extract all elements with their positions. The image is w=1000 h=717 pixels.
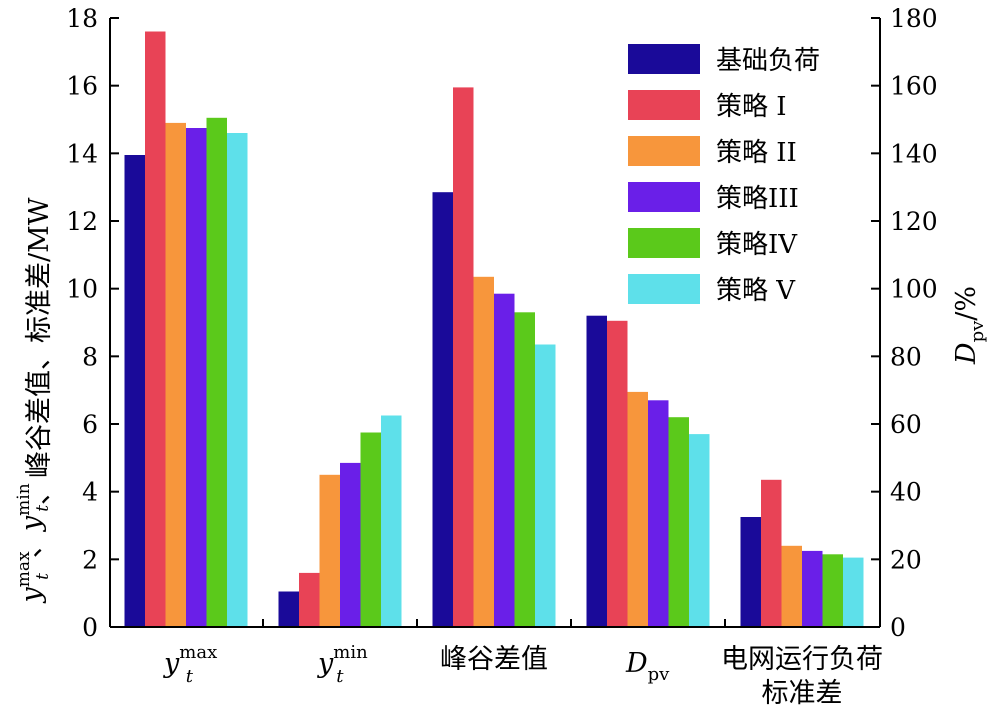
ticks-group: 0 0 2 20 4 40 6 60 8 80 10 100 12 120 14 140 16 160 18 180: [66, 4, 938, 642]
left-tick-label-9: 18: [66, 4, 98, 33]
right-tick-label-1: 20: [890, 545, 922, 574]
bars-group: [124, 31, 864, 628]
left-label-sup-1: max: [14, 551, 34, 587]
left-tick-label-3: 6: [82, 410, 98, 439]
left-tick-label-8: 16: [66, 72, 98, 101]
left-tick-label-5: 10: [66, 275, 98, 304]
right-label-sub: pv: [967, 320, 988, 343]
category-label-base: y: [317, 648, 334, 679]
right-label-main: D: [951, 342, 982, 365]
right-label-suffix: /%: [951, 286, 982, 321]
bar-3-1: [165, 122, 186, 628]
bar-4-2: [340, 462, 361, 627]
right-tick-label-4: 80: [890, 342, 922, 371]
category-label-sup: max: [179, 642, 217, 663]
legend-label-3: 策略 II: [716, 138, 797, 168]
category-label-2: ymin t: [317, 642, 368, 687]
left-tick-label-2: 4: [82, 478, 98, 507]
bar-3-3: [473, 276, 494, 627]
right-tick-label-0: 0: [890, 613, 906, 642]
bar-5-4: [668, 417, 689, 627]
bar-3-5: [781, 545, 802, 627]
bar-6-1: [227, 133, 248, 627]
left-label-base-1: y: [16, 587, 47, 604]
bar-1-2: [278, 591, 299, 627]
bar-1-1: [124, 155, 145, 627]
right-tick-label-2: 40: [890, 478, 922, 507]
category-label-5-line1: 电网运行负荷: [721, 644, 883, 675]
left-label-sub-2: t: [33, 505, 53, 512]
category-label-sub: t: [186, 666, 194, 687]
category-label-sup: min: [333, 642, 368, 663]
left-label-sup-2: min: [14, 483, 34, 516]
bar-6-4: [689, 434, 710, 627]
bar-2-4: [607, 320, 628, 627]
right-tick-label-5: 100: [890, 275, 938, 304]
legend-label-2: 策略 I: [716, 92, 787, 122]
left-axis-label: ymaxt、ymint、峰谷差值、标准差/MW: [14, 197, 55, 603]
bar-3-2: [319, 474, 340, 628]
bar-1-4: [586, 315, 607, 627]
bar-2-2: [299, 572, 320, 627]
bar-5-3: [514, 312, 535, 627]
left-tick-label-0: 0: [82, 613, 98, 642]
legend-label-6: 策略 V: [716, 276, 796, 306]
bar-1-5: [740, 517, 761, 627]
left-tick-label-1: 2: [82, 545, 98, 574]
bar-2-3: [453, 87, 474, 627]
legend-label-4: 策略III: [716, 184, 799, 214]
bar-6-2: [381, 415, 402, 627]
left-tick-label-4: 8: [82, 342, 98, 371]
legend-swatch-2: [628, 90, 700, 120]
category-label-1: ymax t: [163, 642, 217, 687]
bar-5-2: [360, 432, 381, 627]
right-tick-label-7: 140: [890, 139, 938, 168]
legend-label-1: 基础负荷: [716, 46, 820, 76]
left-tick-label-7: 14: [66, 139, 98, 168]
bar-6-3: [535, 344, 556, 627]
bar-4-5: [802, 550, 823, 627]
right-tick-label-3: 60: [890, 410, 922, 439]
legend-swatch-6: [628, 274, 700, 304]
category-label-4: Dpv: [625, 648, 670, 685]
bar-3-4: [627, 391, 648, 627]
bar-2-5: [761, 479, 782, 627]
left-tick-label-6: 12: [66, 207, 98, 236]
category-label-base: y: [163, 648, 180, 679]
bar-4-4: [648, 400, 669, 627]
bar-5-5: [822, 554, 843, 627]
legend-swatch-1: [628, 44, 700, 74]
category-label-sub: t: [336, 666, 344, 687]
legend-label-5: 策略IV: [716, 230, 798, 260]
left-label-suffix: 、峰谷差值、标准差/MW: [24, 197, 55, 505]
bar-4-3: [494, 293, 515, 627]
right-tick-label-8: 160: [890, 72, 938, 101]
bar-1-3: [432, 192, 453, 627]
axes-group: [109, 18, 881, 628]
category-label-sub: pv: [648, 664, 671, 685]
bar-5-1: [206, 117, 227, 628]
right-axis-label: Dpv/%: [951, 286, 988, 365]
left-label-base-2: y: [16, 515, 47, 532]
legend-swatch-5: [628, 228, 700, 258]
right-tick-label-9: 180: [890, 4, 938, 33]
right-tick-label-6: 120: [890, 207, 938, 236]
bar-4-1: [186, 128, 207, 627]
category-label-3: 峰谷差值: [440, 644, 548, 675]
left-label-sub-1: t: [33, 573, 53, 580]
legend-swatch-4: [628, 182, 700, 212]
left-label-sep-1: 、: [16, 531, 47, 558]
bar-2-1: [145, 31, 166, 627]
legend-swatch-3: [628, 136, 700, 166]
bar-6-5: [843, 557, 864, 627]
category-label-base: D: [625, 648, 648, 679]
category-label-5-line2: 标准差: [762, 678, 843, 709]
